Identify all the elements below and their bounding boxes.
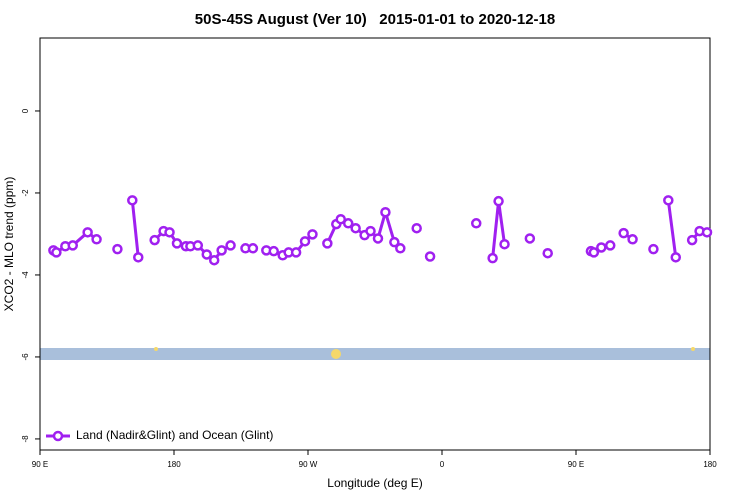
point [307, 229, 318, 240]
coverage-dot [154, 347, 158, 351]
point [372, 233, 384, 244]
coverage-band [40, 348, 710, 360]
point [208, 254, 220, 266]
point [663, 195, 674, 206]
y-tick-label: -4 [21, 271, 30, 279]
point [201, 249, 213, 260]
point [171, 238, 183, 249]
point [588, 247, 600, 258]
point [299, 236, 311, 247]
point [493, 195, 504, 207]
y-tick-label: -6 [21, 353, 30, 361]
y-tick-label: 0 [21, 108, 30, 113]
point [487, 252, 498, 264]
point [389, 236, 400, 248]
chart-title: 50S-45S August (Ver 10) 2015-01-01 to 20… [195, 11, 555, 28]
point [268, 245, 280, 257]
point [149, 234, 160, 246]
point [596, 242, 607, 253]
point [701, 227, 713, 238]
point [618, 227, 629, 239]
point [91, 234, 102, 245]
x-tick-label: 90 E [32, 460, 48, 469]
point [424, 251, 436, 262]
point [127, 195, 138, 206]
y-tick-label: -8 [21, 435, 30, 443]
plot-frame [39, 37, 711, 451]
point [51, 247, 62, 258]
point [112, 243, 123, 255]
legend-marker [52, 430, 64, 442]
point [380, 206, 391, 218]
point [648, 243, 659, 255]
point [395, 243, 406, 254]
point [365, 225, 376, 237]
point [627, 234, 638, 245]
point [67, 240, 79, 251]
point [247, 243, 259, 254]
point [225, 240, 236, 251]
x-tick-label: 0 [440, 460, 445, 469]
point [470, 218, 482, 229]
x-tick-label: 90 E [568, 460, 584, 469]
point [342, 218, 354, 229]
point [192, 240, 204, 251]
point [670, 252, 682, 263]
series-line [52, 200, 708, 263]
point [350, 222, 361, 234]
point [524, 233, 536, 244]
x-tick-label: 180 [703, 460, 717, 469]
point [164, 227, 175, 238]
point [686, 234, 698, 246]
point [604, 240, 616, 251]
point [133, 252, 144, 263]
coverage-dot [691, 347, 695, 351]
point [216, 245, 227, 256]
point [335, 213, 347, 225]
legend-label: Land (Nadir&Glint) and Ocean (Glint) [76, 428, 273, 442]
y-tick-label: -2 [21, 189, 30, 197]
x-axis-label: Longitude (deg E) [327, 476, 422, 490]
point [542, 247, 553, 259]
y-axis-label: XCO2 - MLO trend (ppm) [2, 177, 16, 312]
point [290, 247, 302, 258]
x-tick-label: 90 W [299, 460, 318, 469]
point [499, 238, 510, 250]
x-tick-label: 180 [167, 460, 181, 469]
point [82, 227, 93, 238]
point [411, 222, 422, 234]
point [322, 238, 333, 249]
coverage-dot [331, 349, 341, 359]
